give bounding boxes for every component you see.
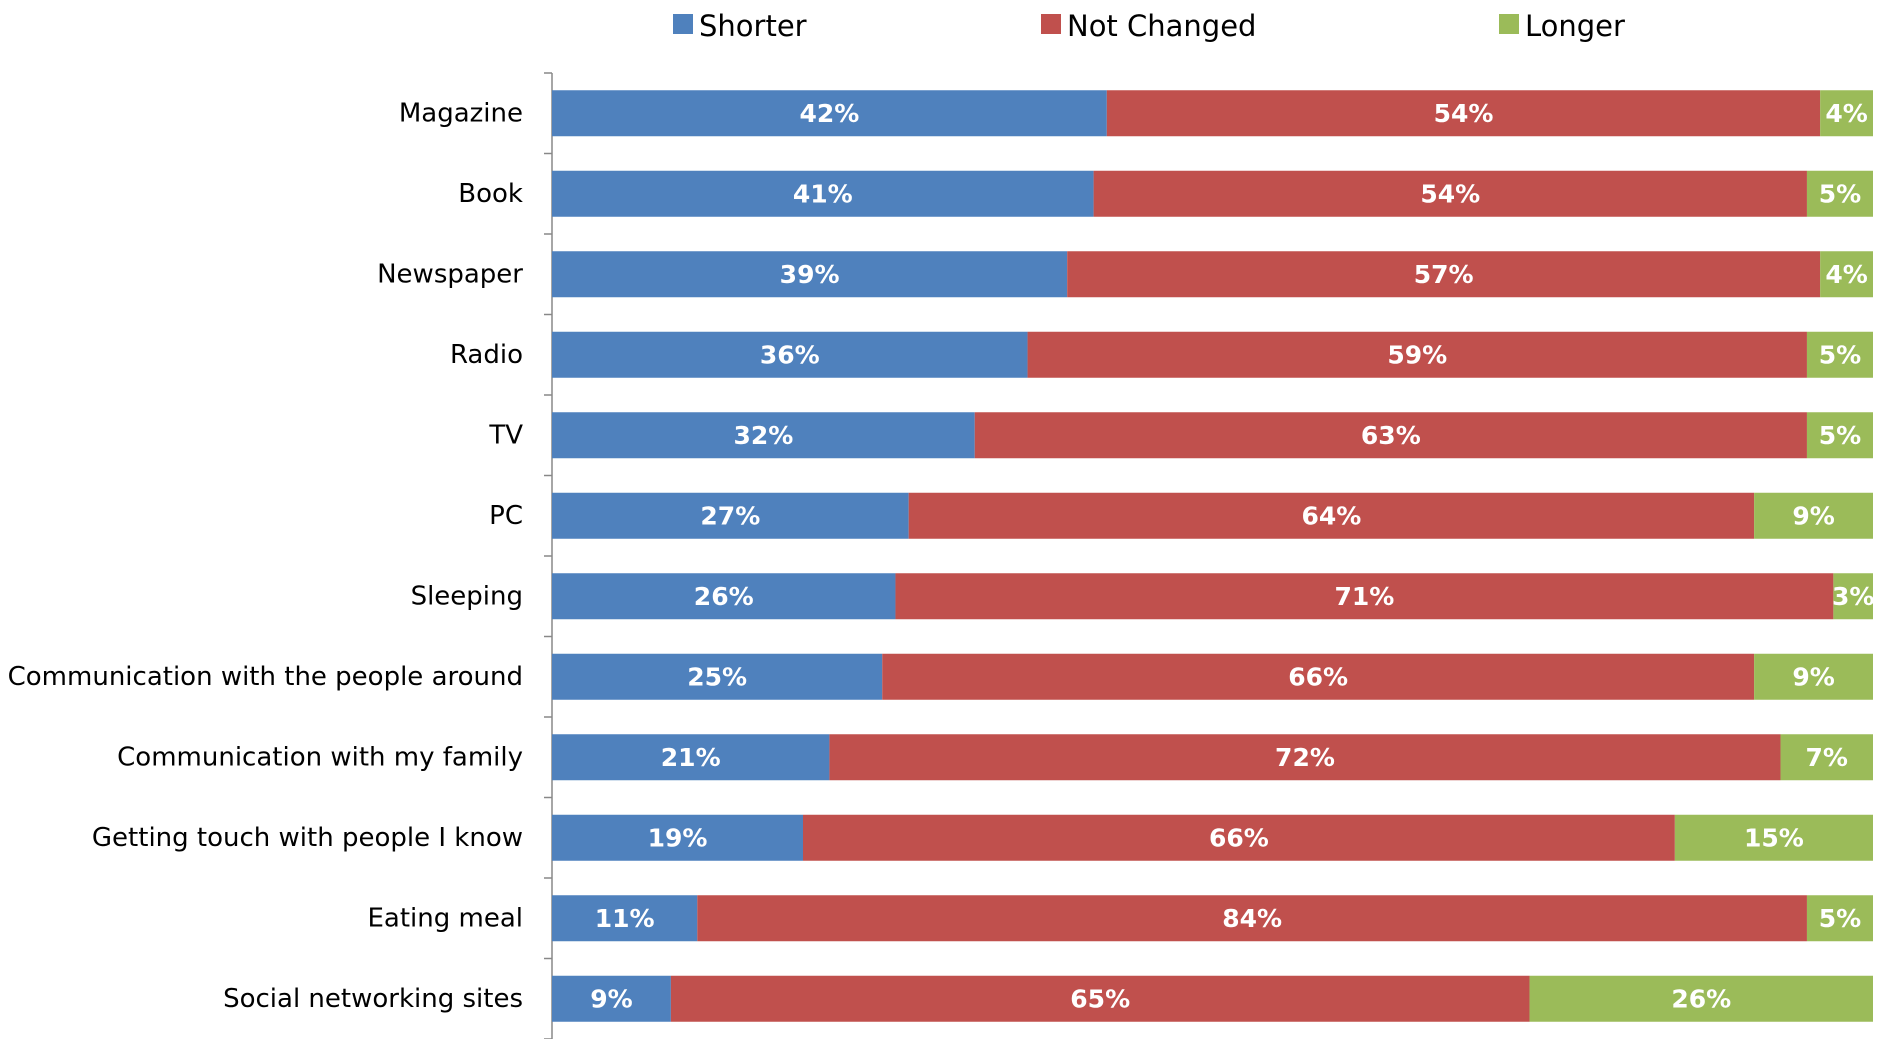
category-label: Newspaper bbox=[377, 259, 523, 289]
value-label: 4% bbox=[1825, 260, 1867, 289]
bar-segment bbox=[552, 653, 883, 700]
value-label: 65% bbox=[1070, 984, 1130, 1013]
bar-segment bbox=[1067, 251, 1821, 298]
bar-segment bbox=[1806, 895, 1873, 942]
value-label: 54% bbox=[1434, 99, 1494, 128]
bar-segment bbox=[552, 331, 1028, 378]
bar-segment bbox=[1674, 814, 1873, 861]
bar-segment bbox=[882, 653, 1755, 700]
value-label: 27% bbox=[700, 501, 760, 530]
value-label: 71% bbox=[1334, 582, 1394, 611]
bar-segment bbox=[1806, 170, 1873, 217]
value-label: 5% bbox=[1819, 421, 1861, 450]
value-label: 59% bbox=[1387, 340, 1447, 369]
category-label: Social networking sites bbox=[223, 984, 523, 1014]
value-label: 9% bbox=[1792, 662, 1834, 691]
bar-segment bbox=[1833, 573, 1873, 620]
bar-segment bbox=[697, 895, 1807, 942]
category-label: Communication with the people around bbox=[8, 662, 523, 692]
value-label: 66% bbox=[1288, 662, 1348, 691]
legend-label: Shorter bbox=[699, 9, 807, 43]
bar-segment bbox=[670, 975, 1530, 1022]
value-label: 57% bbox=[1414, 260, 1474, 289]
bar-segment bbox=[1780, 734, 1873, 781]
bar-segment bbox=[552, 895, 698, 942]
value-label: 19% bbox=[648, 823, 708, 852]
bar-segment bbox=[1106, 90, 1821, 137]
category-label: Communication with my family bbox=[117, 742, 523, 772]
value-label: 72% bbox=[1275, 743, 1335, 772]
legend-swatch bbox=[673, 14, 693, 34]
legend-label: Longer bbox=[1525, 9, 1625, 43]
category-label: Eating meal bbox=[367, 903, 523, 933]
bar-segment bbox=[1820, 251, 1873, 298]
value-label: 15% bbox=[1744, 823, 1804, 852]
bar-segment bbox=[552, 492, 909, 539]
value-label: 7% bbox=[1806, 743, 1848, 772]
value-label: 39% bbox=[780, 260, 840, 289]
value-label: 64% bbox=[1301, 501, 1361, 530]
bar-segment bbox=[552, 573, 896, 620]
category-label: Magazine bbox=[399, 98, 523, 128]
value-label: 4% bbox=[1825, 99, 1867, 128]
value-label: 21% bbox=[661, 743, 721, 772]
bar-segment bbox=[829, 734, 1781, 781]
bar-segment bbox=[1027, 331, 1807, 378]
value-label: 26% bbox=[694, 582, 754, 611]
legend-swatch bbox=[1499, 14, 1519, 34]
value-label: 25% bbox=[687, 662, 747, 691]
value-label: 63% bbox=[1361, 421, 1421, 450]
value-label: 36% bbox=[760, 340, 820, 369]
bar-segment bbox=[1754, 653, 1873, 700]
bar-segment bbox=[1806, 412, 1873, 459]
bar-segment bbox=[552, 734, 830, 781]
bar-segment bbox=[1754, 492, 1873, 539]
category-label: Book bbox=[458, 179, 523, 209]
value-label: 9% bbox=[590, 984, 632, 1013]
bar-segment bbox=[552, 975, 671, 1022]
bar-segment bbox=[1093, 170, 1807, 217]
value-label: 5% bbox=[1819, 179, 1861, 208]
bar-segment bbox=[552, 170, 1094, 217]
value-label: 54% bbox=[1420, 179, 1480, 208]
legend-swatch bbox=[1041, 14, 1061, 34]
value-label: 9% bbox=[1792, 501, 1834, 530]
bar-segment bbox=[908, 492, 1755, 539]
bar-segment bbox=[1806, 331, 1873, 378]
bar-segment bbox=[974, 412, 1807, 459]
bar-segment bbox=[552, 814, 803, 861]
bar-segment bbox=[1820, 90, 1873, 137]
category-label: TV bbox=[488, 420, 523, 450]
category-label: Getting touch with people I know bbox=[92, 823, 523, 853]
value-label: 42% bbox=[799, 99, 859, 128]
value-label: 41% bbox=[793, 179, 853, 208]
bar-segment bbox=[1529, 975, 1873, 1022]
bar-segment bbox=[552, 90, 1107, 137]
category-label: Radio bbox=[450, 340, 523, 370]
value-label: 5% bbox=[1819, 340, 1861, 369]
value-label: 11% bbox=[595, 904, 655, 933]
legend-label: Not Changed bbox=[1067, 9, 1256, 43]
category-label: PC bbox=[489, 501, 523, 531]
category-label: Sleeping bbox=[411, 581, 523, 611]
value-label: 84% bbox=[1222, 904, 1282, 933]
bar-segment bbox=[895, 573, 1834, 620]
bar-segment bbox=[552, 251, 1068, 298]
value-label: 32% bbox=[733, 421, 793, 450]
bar-segment bbox=[552, 412, 975, 459]
value-label: 66% bbox=[1209, 823, 1269, 852]
value-label: 26% bbox=[1671, 984, 1731, 1013]
value-label: 3% bbox=[1832, 582, 1874, 611]
bar-segment bbox=[802, 814, 1675, 861]
value-label: 5% bbox=[1819, 904, 1861, 933]
